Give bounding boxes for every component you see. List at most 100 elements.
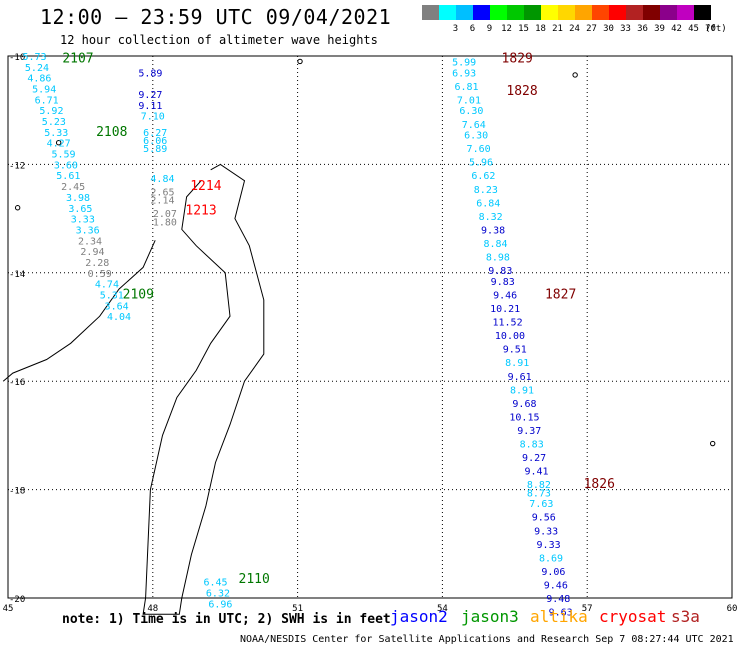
satellite-jason3: jason3 xyxy=(461,607,519,626)
lat-tick-label: -12 xyxy=(9,161,25,171)
legend-swatch xyxy=(422,5,439,20)
legend-swatch xyxy=(456,5,473,20)
swh-observation: 9.51 xyxy=(503,345,527,356)
swh-observation: 9.33 xyxy=(534,526,558,537)
swh-observation: 2.94 xyxy=(80,247,104,258)
legend-swatch xyxy=(609,5,626,20)
swh-observation: 6.06 xyxy=(143,136,167,147)
swh-observation: 5.73 xyxy=(22,52,46,63)
map-frame xyxy=(7,55,733,599)
lat-tick-label: -16 xyxy=(9,378,25,388)
swh-observation: 8.98 xyxy=(486,253,510,264)
legend-label: 18 xyxy=(535,24,546,34)
legend-swatch xyxy=(660,5,677,20)
island xyxy=(709,440,716,447)
swh-observation: 9.63 xyxy=(549,608,573,619)
legend-label: 24 xyxy=(569,24,580,34)
swh-observation: 2.14 xyxy=(150,196,174,207)
swh-observation: 7.63 xyxy=(529,499,553,510)
legend-swatch xyxy=(626,5,643,20)
map-subtitle: 12 hour collection of altimeter wave hei… xyxy=(60,33,378,47)
legend-label: 9 xyxy=(486,24,493,34)
swh-observation: 7.10 xyxy=(141,112,165,123)
swh-observation: 2.28 xyxy=(85,258,109,269)
legend-unit: (ft) xyxy=(705,24,727,34)
swh-observation: 0.59 xyxy=(88,269,112,280)
swh-observation: 3.60 xyxy=(54,160,78,171)
swh-observation: 5.59 xyxy=(51,150,75,161)
swh-observation: 4.27 xyxy=(47,139,71,150)
lat-tick-label: -18 xyxy=(9,487,25,497)
swh-observation: 9.38 xyxy=(481,225,505,236)
swh-observation: 9.83 xyxy=(488,266,512,277)
swh-observation: 8.84 xyxy=(483,239,507,250)
swh-observation: 2.07 xyxy=(153,209,177,220)
credit-line: NOAA/NESDIS Center for Satellite Applica… xyxy=(240,634,734,645)
coastline-northwest xyxy=(2,240,156,382)
legend-swatch xyxy=(643,5,660,20)
legend-swatch xyxy=(541,5,558,20)
swh-observation: 9.06 xyxy=(541,567,565,578)
swh-observation: 9.33 xyxy=(537,540,561,551)
satellite-altika: altika xyxy=(530,607,588,626)
swh-observation: 8.91 xyxy=(505,358,529,369)
swh-observation: 9.46 xyxy=(544,580,568,591)
coastline-madagascar xyxy=(142,163,265,615)
swh-observation: 6.93 xyxy=(452,68,476,79)
island xyxy=(14,205,21,211)
legend-label: 42 xyxy=(671,24,682,34)
legend-swatch xyxy=(677,5,694,20)
track-label: 1214 xyxy=(190,179,221,194)
swh-observation: 5.96 xyxy=(469,158,493,169)
swh-observation: 6.81 xyxy=(454,82,478,93)
swh-observation: 3.33 xyxy=(71,215,95,226)
swh-observation: 1.80 xyxy=(153,217,177,228)
legend-label: 33 xyxy=(620,24,631,34)
lon-tick-label: 45 xyxy=(3,604,14,614)
track-label: 1827 xyxy=(545,287,576,302)
track-label: 1213 xyxy=(185,203,216,218)
swh-observation: 9.61 xyxy=(508,372,532,383)
legend-swatch xyxy=(507,5,524,20)
legend-swatch xyxy=(575,5,592,20)
satellite-s3a: s3a xyxy=(671,607,700,626)
swh-observation: 6.30 xyxy=(464,131,488,142)
swh-observation: 8.23 xyxy=(474,185,498,196)
swh-observation: 6.32 xyxy=(206,589,230,600)
swh-observation: 9.27 xyxy=(138,90,162,101)
island xyxy=(572,72,578,78)
legend-label: 45 xyxy=(688,24,699,34)
swh-observation: 5.31 xyxy=(100,290,124,301)
lat-tick-label: -10 xyxy=(9,53,25,63)
lon-tick-label: 57 xyxy=(582,604,593,614)
swh-observation: 5.61 xyxy=(56,171,80,182)
swh-observation: 6.62 xyxy=(471,171,495,182)
island xyxy=(55,140,62,146)
legend-swatch xyxy=(694,5,711,20)
swh-observation: 5.89 xyxy=(143,144,167,155)
track-label: 2110 xyxy=(239,572,270,587)
swh-observation: 6.71 xyxy=(35,95,59,106)
legend-label: 6 xyxy=(469,24,476,34)
swh-observation: 8.82 xyxy=(527,480,551,491)
track-label: 1826 xyxy=(584,477,615,492)
footer-note: note: 1) Time is in UTC; 2) SWH is in fe… xyxy=(62,612,391,627)
legend-label: 30 xyxy=(603,24,614,34)
legend-label: 15 xyxy=(518,24,529,34)
lon-tick-label: 54 xyxy=(437,604,448,614)
swh-observation: 5.89 xyxy=(138,68,162,79)
swh-observation: 6.45 xyxy=(203,578,227,589)
swh-observation: 4.84 xyxy=(150,174,174,185)
legend-label: 70 xyxy=(705,24,716,34)
swh-observation: 5.94 xyxy=(32,85,56,96)
swh-observation: 3.98 xyxy=(66,193,90,204)
swh-observation: 9.11 xyxy=(138,101,162,112)
swh-observation: 8.83 xyxy=(520,440,544,451)
swh-observation: 9.48 xyxy=(546,594,570,605)
swh-observation: 7.01 xyxy=(457,95,481,106)
swh-observation: 9.68 xyxy=(512,399,536,410)
swh-observation: 9.46 xyxy=(493,290,517,301)
swh-observation: 10.15 xyxy=(509,412,539,423)
